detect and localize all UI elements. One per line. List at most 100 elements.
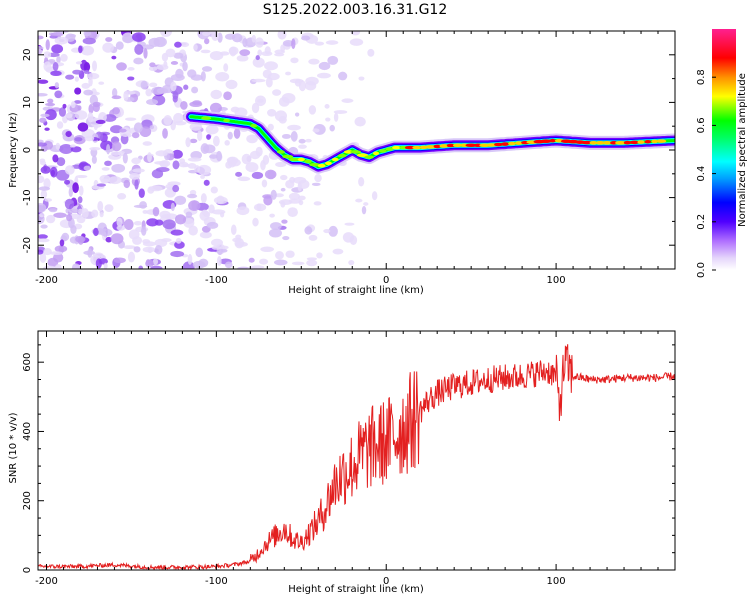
- heatmap-noise-blob: [116, 62, 127, 71]
- heatmap-ridge-peak: [494, 142, 503, 147]
- chart-title: S125.2022.003.16.31.G12: [263, 2, 448, 18]
- heatmap-noise-blob: [103, 262, 108, 269]
- heatmap-noise-blob: [98, 111, 107, 123]
- heatmap-noise-blob: [269, 213, 275, 218]
- heatmap-ridge-peak: [331, 157, 339, 162]
- colorbar-tick-label: 0.2: [696, 214, 707, 230]
- heatmap-noise-blob: [188, 200, 201, 211]
- heatmap-noise-blob: [132, 236, 143, 245]
- heatmap-noise-blob: [72, 182, 79, 194]
- heatmap-noise-blob: [122, 34, 134, 44]
- heatmap-noise-blob: [293, 176, 307, 184]
- heatmap-noise-blob: [308, 58, 320, 65]
- heatmap-noise-blob: [127, 67, 135, 71]
- heatmap-noise-blob: [39, 212, 45, 218]
- heatmap-noise-blob: [219, 245, 229, 250]
- heatmap-noise-blob: [170, 250, 185, 258]
- heatmap-noise-blob: [38, 92, 48, 97]
- heatmap-noise-blob: [134, 179, 139, 190]
- heatmap-ridge-peak: [656, 139, 667, 143]
- heatmap-noise-blob: [38, 35, 44, 40]
- heatmap-ridge-peak: [372, 151, 380, 156]
- colorbar-label: Normalized spectral amplitude: [737, 73, 748, 227]
- heatmap-noise-blob: [264, 61, 278, 71]
- heatmap-noise-blob: [81, 82, 91, 89]
- heatmap-noise-blob: [82, 37, 96, 45]
- heatmap-noise-blob: [210, 89, 223, 100]
- heatmap-noise-blob: [110, 151, 121, 156]
- heatmap-noise-blob: [187, 69, 197, 78]
- heatmap-noise-blob: [275, 161, 287, 168]
- heatmap-noise-blob: [215, 71, 230, 82]
- heatmap-noise-blob: [200, 143, 210, 154]
- heatmap-noise-blob: [290, 130, 298, 142]
- heatmap-noise-blob: [75, 235, 86, 243]
- heatmap-noise-blob: [58, 107, 67, 117]
- heatmap-noise-blob: [46, 214, 56, 224]
- snr-panel: -200 -100 0 100 600 400 200 0 Height of straig…: [8, 330, 676, 595]
- heatmap-ridge-peak: [356, 153, 369, 158]
- heatmap-noise-blob: [74, 87, 82, 95]
- heatmap-noise-blob: [115, 41, 124, 50]
- heatmap-ridge-peak: [595, 141, 606, 145]
- heatmap-noise-blob: [38, 234, 48, 240]
- heatmap-noise-blob: [318, 61, 331, 71]
- heatmap-noise-blob: [229, 46, 237, 57]
- heatmap-ridge-peak: [223, 118, 230, 123]
- colorbar-tick-label: 0.4: [696, 166, 707, 182]
- colorbar-tick-label: 0.0: [696, 262, 707, 278]
- heatmap-noise-blob: [154, 245, 163, 255]
- heatmap-noise-blob: [306, 257, 318, 261]
- heatmap-noise-blob: [160, 160, 169, 169]
- heatmap-noise-blob: [38, 139, 44, 143]
- heatmap-noise-blob: [50, 70, 62, 76]
- heatmap-noise-blob: [91, 155, 97, 164]
- heatmap-noise-blob: [288, 192, 301, 201]
- heatmap-noise-blob: [180, 100, 188, 110]
- heatmap-noise-blob: [102, 42, 114, 53]
- heatmap-noise-blob: [278, 96, 290, 107]
- heatmap-noise-blob: [255, 55, 260, 61]
- heatmap-noise-blob: [88, 104, 94, 114]
- heatmap-noise-blob: [101, 167, 110, 171]
- heatmap-noise-blob: [191, 86, 199, 94]
- heatmap-noise-blob: [83, 69, 90, 74]
- heatmap-noise-blob: [95, 119, 106, 124]
- heatmap-noise-blob: [301, 35, 311, 41]
- heatmap-ridge: [183, 109, 675, 174]
- heatmap-noise-blob: [44, 127, 50, 131]
- heatmap-noise-blob: [333, 110, 348, 114]
- heatmap-noise-blob: [185, 211, 193, 218]
- heatmap-noise-blob: [201, 209, 208, 216]
- heatmap-noise-blob: [172, 95, 178, 103]
- heatmap-noise-blob: [237, 176, 251, 182]
- heatmap-ridge-peak: [325, 161, 332, 166]
- heatmap-noise-blob: [39, 117, 47, 123]
- heatmap-noise-blob: [147, 247, 153, 254]
- heatmap-noise-blob: [171, 149, 183, 159]
- heatmap-noise-blob: [297, 195, 306, 201]
- heatmap-noise-blob: [316, 252, 323, 259]
- heatmap-noise-blob: [333, 112, 339, 122]
- heatmap-noise-blob: [66, 214, 73, 222]
- heatmap-noise-blob: [98, 81, 105, 85]
- heatmap-noise-blob: [99, 228, 113, 237]
- heatmap-noise-blob: [47, 98, 54, 104]
- heatmap-y-tick-label: -20: [22, 237, 33, 253]
- heatmap-noise-blob: [155, 167, 170, 173]
- heatmap-noise-blob: [251, 171, 264, 180]
- heatmap-noise-blob: [70, 146, 82, 153]
- heatmap-noise-blob: [175, 237, 182, 244]
- heatmap-noise-blob: [150, 265, 163, 269]
- heatmap-noise-blob: [149, 185, 163, 192]
- heatmap-noise-blob: [182, 261, 195, 269]
- heatmap-noise-blob: [105, 236, 113, 243]
- heatmap-noise-blob: [201, 66, 213, 72]
- heatmap-noise-blob: [341, 98, 354, 103]
- heatmap-noise-blob: [110, 233, 124, 245]
- heatmap-noise-blob: [64, 165, 75, 175]
- heatmap-noise-blob: [208, 204, 215, 214]
- heatmap-noise-blob: [162, 219, 176, 230]
- snr-x-tick-label: -200: [35, 576, 58, 587]
- heatmap-noise-blob: [133, 122, 143, 133]
